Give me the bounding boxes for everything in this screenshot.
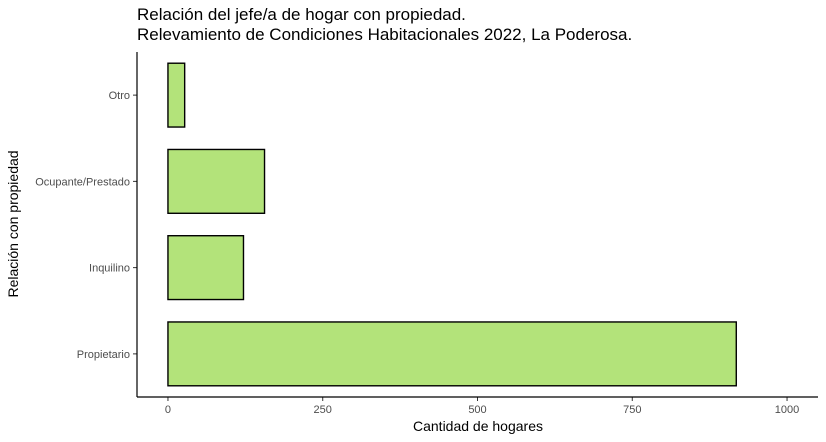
x-tick-label: 250 (314, 404, 332, 416)
y-tick-label: Propietario (77, 349, 130, 361)
y-tick-label: Inquilino (89, 263, 130, 275)
y-tick-label: Ocupante/Prestado (35, 176, 130, 188)
x-tick-label: 500 (468, 404, 486, 416)
plot-area: Propietario Inquilino Ocupante/Prestado Otr… (35, 52, 818, 416)
x-tick-label: 1000 (775, 404, 799, 416)
bar-otro (167, 62, 186, 128)
y-axis-title: Relación con propiedad (5, 150, 21, 297)
x-tick-label: 0 (165, 404, 171, 416)
x-tick-label: 750 (623, 404, 641, 416)
chart-subtitle: Relevamiento de Condiciones Habitacional… (137, 25, 632, 44)
bar-ocupante-prestado (167, 148, 266, 214)
chart-title: Relación del jefe/a de hogar con propied… (137, 5, 466, 24)
y-tick-label: Otro (109, 90, 130, 102)
x-axis-title: Cantidad de hogares (413, 418, 543, 434)
bar-propietario (167, 321, 737, 387)
bar-inquilino (167, 235, 245, 301)
